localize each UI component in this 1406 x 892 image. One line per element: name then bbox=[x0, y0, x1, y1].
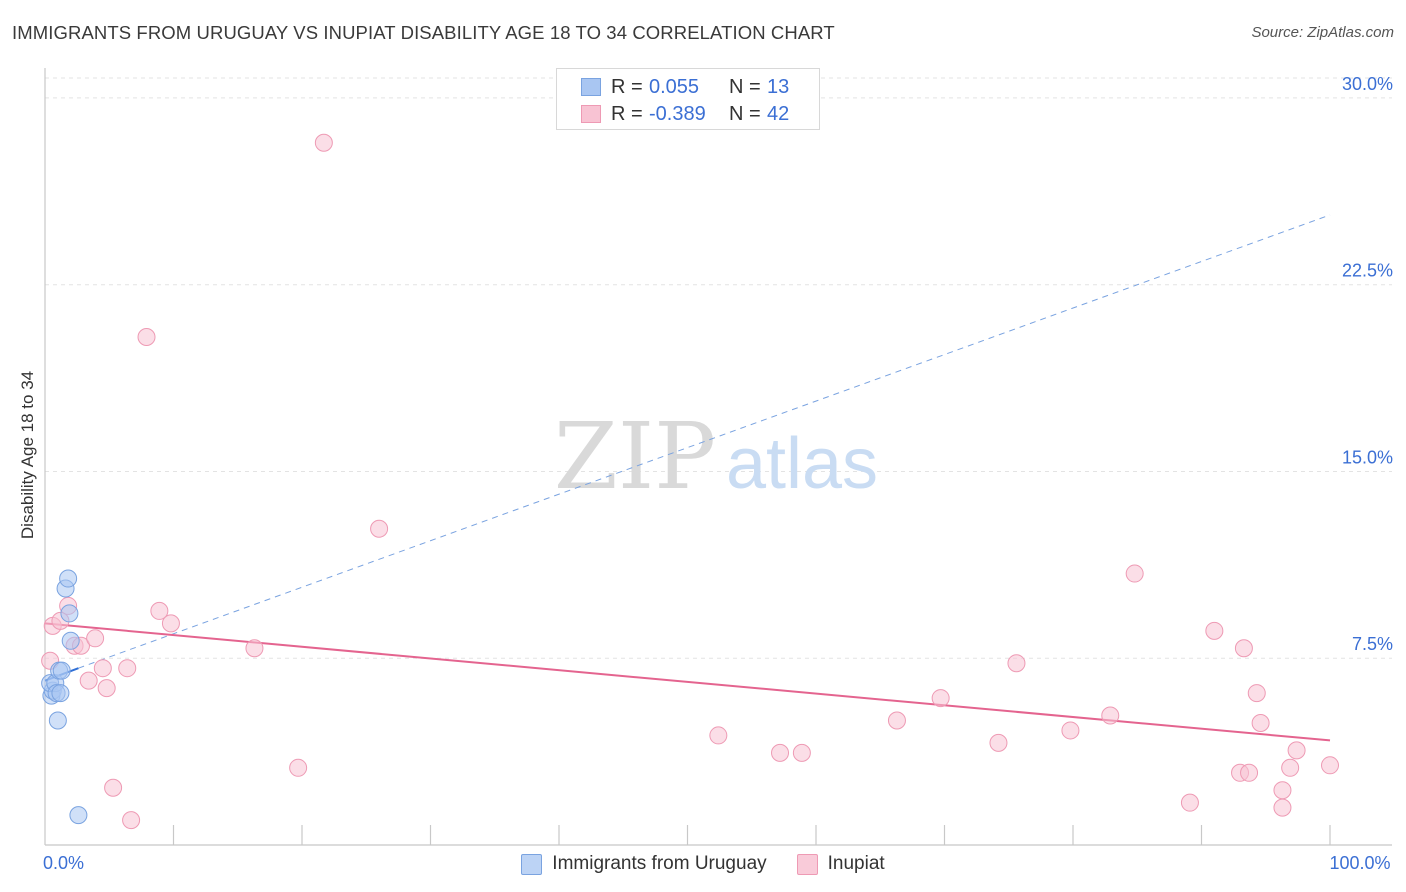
inupiat-point bbox=[1273, 781, 1292, 800]
inupiat-point bbox=[792, 743, 811, 762]
inupiat-point bbox=[1321, 756, 1339, 775]
uruguay-point bbox=[60, 604, 79, 623]
inupiat-point bbox=[989, 733, 1008, 752]
inupiat-point bbox=[1180, 793, 1199, 812]
series-swatch-inupiat bbox=[796, 853, 818, 875]
inupiat-point bbox=[1125, 564, 1144, 583]
uruguay-point bbox=[59, 569, 78, 588]
y-axis-label: Disability Age 18 to 34 bbox=[18, 370, 37, 540]
inupiat-point bbox=[1101, 706, 1120, 725]
inupiat-point bbox=[1061, 721, 1080, 740]
inupiat-point bbox=[104, 778, 123, 797]
inupiat-point bbox=[1205, 621, 1224, 640]
watermark-zip: ZIP bbox=[554, 403, 716, 510]
inupiat-point bbox=[1007, 654, 1026, 673]
y-tick-label: 7.5% bbox=[1352, 634, 1393, 654]
y-tick-label: 30.0% bbox=[1342, 74, 1393, 94]
axes bbox=[44, 68, 1392, 846]
inupiat-point bbox=[370, 519, 389, 538]
inupiat-point bbox=[1247, 684, 1266, 703]
source-credit: Source: ZipAtlas.com bbox=[1251, 24, 1394, 41]
trend-line-extended bbox=[78, 214, 1331, 669]
chart-title: IMMIGRANTS FROM URUGUAY VS INUPIAT DISAB… bbox=[12, 22, 835, 43]
x-tick-label: 100.0% bbox=[1329, 853, 1390, 873]
inupiat-point bbox=[150, 601, 169, 620]
inupiat-point bbox=[79, 671, 98, 690]
data-points bbox=[41, 133, 1339, 830]
inupiat-point bbox=[314, 133, 333, 152]
legend-r-label: R = bbox=[611, 102, 643, 125]
legend-n-label: N = bbox=[729, 75, 761, 98]
inupiat-point bbox=[709, 726, 728, 745]
inupiat-point bbox=[1281, 758, 1300, 777]
correlation-legend: R = 0.055 N = 13 R = -0.389 N = 42 bbox=[556, 68, 820, 130]
inupiat-point bbox=[931, 689, 950, 708]
inupiat-point bbox=[161, 614, 180, 633]
series-legend-uruguay: Immigrants from Uruguay bbox=[521, 853, 767, 875]
uruguay-point bbox=[48, 711, 67, 730]
inupiat-point bbox=[97, 679, 116, 698]
inupiat-point bbox=[1240, 763, 1259, 782]
tick-labels: 7.5% 15.0% 22.5% 30.0% 0.0% 100.0% bbox=[43, 74, 1393, 873]
series-label-inupiat: Inupiat bbox=[827, 853, 885, 874]
inupiat-point bbox=[122, 811, 141, 830]
inupiat-point bbox=[86, 629, 105, 648]
legend-r-value: -0.389 bbox=[649, 102, 706, 125]
series-label-uruguay: Immigrants from Uruguay bbox=[552, 853, 767, 874]
inupiat-point bbox=[137, 327, 156, 346]
inupiat-point bbox=[118, 659, 137, 678]
uruguay-point bbox=[69, 806, 88, 825]
watermark: ZIP atlas bbox=[554, 403, 878, 510]
legend-row-inupiat: R = -0.389 N = 42 bbox=[581, 102, 789, 126]
grid bbox=[45, 77, 1392, 659]
inupiat-point bbox=[887, 711, 906, 730]
legend-swatch-inupiat bbox=[581, 105, 601, 123]
inupiat-point bbox=[1251, 713, 1270, 732]
legend-n-label: N = bbox=[729, 102, 761, 125]
inupiat-point bbox=[1273, 798, 1292, 817]
legend-r-value: 0.055 bbox=[649, 75, 700, 98]
inupiat-point bbox=[1234, 639, 1253, 658]
legend-r-label: R = bbox=[611, 75, 643, 98]
legend-row-uruguay: R = 0.055 N = 13 bbox=[581, 75, 789, 99]
inupiat-point bbox=[771, 743, 790, 762]
y-tick-label: 15.0% bbox=[1342, 447, 1393, 467]
watermark-atlas: atlas bbox=[726, 424, 878, 504]
legend-swatch-uruguay bbox=[581, 78, 601, 96]
series-legend-inupiat: Inupiat bbox=[796, 853, 885, 875]
uruguay-point bbox=[51, 684, 70, 703]
inupiat-point bbox=[245, 639, 264, 658]
series-legend: Immigrants from Uruguay Inupiat bbox=[0, 851, 1406, 877]
legend-n-value: 13 bbox=[767, 75, 790, 98]
inupiat-trend-line bbox=[44, 622, 1331, 742]
uruguay-point bbox=[52, 661, 71, 680]
legend-n-value: 42 bbox=[767, 102, 790, 125]
y-tick-label: 22.5% bbox=[1342, 261, 1393, 281]
inupiat-point bbox=[289, 758, 308, 777]
inupiat-point bbox=[1287, 741, 1306, 760]
series-swatch-uruguay bbox=[521, 853, 543, 875]
x-tick-label: 0.0% bbox=[43, 853, 84, 873]
uruguay-point bbox=[61, 631, 80, 650]
inupiat-point bbox=[93, 659, 112, 678]
